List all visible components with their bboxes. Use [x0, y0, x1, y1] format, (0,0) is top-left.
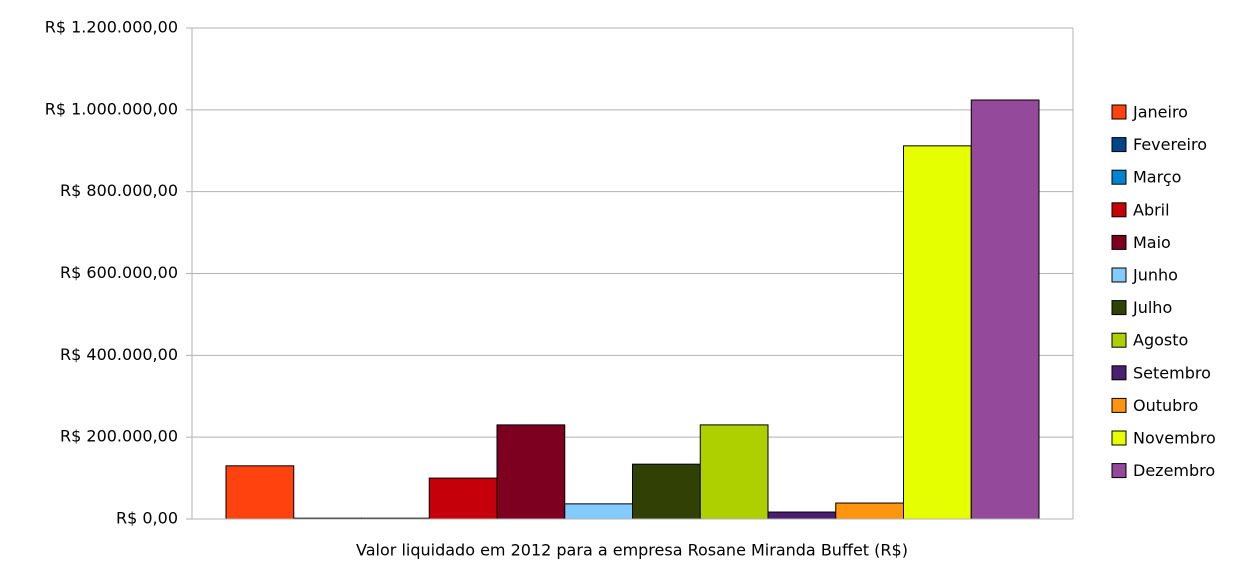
legend-swatch	[1111, 300, 1127, 316]
legend-label: Dezembro	[1133, 461, 1215, 480]
y-tick-label: R$ 200.000,00	[60, 427, 178, 446]
legend-label: Março	[1133, 168, 1181, 187]
bar	[632, 463, 701, 520]
legend-label: Setembro	[1133, 363, 1211, 382]
legend-label: Janeiro	[1132, 103, 1188, 122]
y-tick-label: R$ 1.000.000,00	[45, 99, 178, 118]
legend-swatch	[1111, 234, 1127, 250]
x-axis-title: Valor liquidado em 2012 para a empresa R…	[356, 541, 908, 560]
y-tick-label: R$ 600.000,00	[60, 263, 178, 282]
legend-swatch	[1111, 137, 1127, 153]
bar	[767, 511, 837, 520]
legend-swatch	[1111, 267, 1127, 283]
legend-swatch	[1111, 104, 1127, 120]
legend-label: Maio	[1133, 233, 1171, 252]
legend-swatch	[1111, 202, 1127, 218]
legend-swatch	[1111, 332, 1127, 348]
bar	[835, 502, 904, 520]
bar	[564, 503, 633, 520]
bar	[970, 99, 1040, 520]
legend-label: Abril	[1133, 200, 1170, 219]
legend-label: Outubro	[1133, 396, 1198, 415]
legend-swatch	[1111, 169, 1127, 185]
bar	[225, 465, 295, 520]
legend-label: Junho	[1132, 266, 1178, 285]
legend-swatch	[1111, 397, 1127, 413]
legend-label: Julho	[1132, 298, 1172, 317]
legend-swatch	[1111, 430, 1127, 446]
y-tick-label: R$ 0,00	[116, 509, 178, 528]
bar	[496, 424, 566, 520]
y-tick-label: R$ 1.200.000,00	[45, 18, 178, 37]
legend-label: Agosto	[1133, 331, 1188, 350]
y-tick-label: R$ 800.000,00	[60, 181, 178, 200]
legend-swatch	[1111, 365, 1127, 381]
y-tick-label: R$ 400.000,00	[60, 345, 178, 364]
legend-swatch	[1111, 463, 1127, 479]
bar	[699, 424, 769, 520]
bar	[903, 145, 972, 520]
legend-label: Fevereiro	[1133, 135, 1207, 154]
bar	[428, 477, 498, 520]
legend-label: Novembro	[1133, 429, 1216, 448]
